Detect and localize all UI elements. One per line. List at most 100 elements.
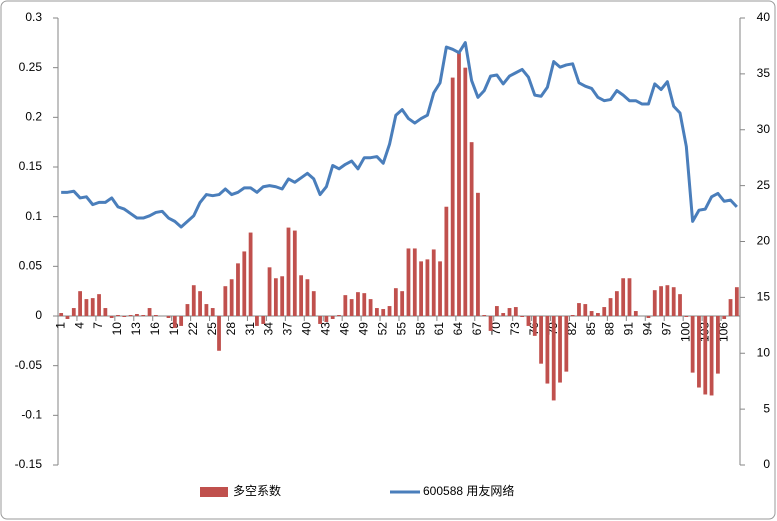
x-tick-label: 70 bbox=[489, 322, 503, 336]
bar bbox=[191, 285, 196, 316]
bar bbox=[198, 291, 202, 316]
bar bbox=[393, 288, 398, 316]
bar bbox=[558, 316, 562, 383]
x-tick-label: 82 bbox=[565, 322, 579, 336]
bar bbox=[678, 294, 682, 316]
bar bbox=[463, 67, 468, 317]
bar bbox=[210, 308, 215, 316]
y-tick-label: 0.3 bbox=[25, 10, 42, 24]
x-tick-label: 1 bbox=[53, 322, 67, 329]
bar bbox=[614, 291, 619, 316]
bar bbox=[172, 316, 177, 328]
bar bbox=[368, 299, 373, 316]
bar bbox=[305, 279, 310, 316]
bar bbox=[71, 308, 76, 316]
x-tick-label: 31 bbox=[243, 322, 257, 336]
bar bbox=[734, 287, 739, 316]
bar bbox=[97, 294, 101, 316]
bar bbox=[482, 315, 487, 316]
y-tick-label: -0.15 bbox=[15, 457, 43, 471]
legend-label: 600588 用友网络 bbox=[423, 483, 514, 498]
bar bbox=[621, 278, 626, 316]
x-tick-label: 40 bbox=[300, 322, 314, 336]
bar bbox=[577, 303, 581, 316]
bar bbox=[128, 315, 133, 316]
x-tick-label: 97 bbox=[660, 322, 674, 336]
bar bbox=[236, 263, 240, 316]
bar bbox=[375, 308, 379, 316]
bar bbox=[343, 295, 348, 316]
bar bbox=[362, 293, 367, 316]
bar bbox=[311, 291, 316, 316]
bar bbox=[356, 292, 360, 316]
y2-tick-label: 25 bbox=[757, 178, 771, 192]
bar bbox=[431, 249, 436, 316]
bar bbox=[450, 77, 455, 316]
bar bbox=[90, 298, 95, 316]
bar bbox=[135, 314, 139, 316]
x-tick-label: 19 bbox=[167, 322, 181, 336]
x-tick-label: 52 bbox=[375, 322, 389, 336]
bar bbox=[103, 308, 108, 316]
x-tick-label: 37 bbox=[281, 322, 295, 336]
bar bbox=[513, 307, 518, 316]
bar bbox=[646, 316, 651, 318]
bar bbox=[109, 316, 114, 318]
x-tick-label: 16 bbox=[148, 322, 162, 336]
bar bbox=[608, 298, 613, 316]
x-tick-label: 85 bbox=[584, 322, 598, 336]
bar bbox=[684, 316, 689, 317]
bar bbox=[659, 286, 663, 316]
bar bbox=[280, 276, 285, 316]
y-tick-label: 0.25 bbox=[19, 60, 43, 74]
bar bbox=[652, 290, 657, 316]
x-tick-label: 61 bbox=[432, 322, 446, 336]
bar bbox=[665, 285, 670, 316]
y2-tick-label: 10 bbox=[757, 345, 771, 359]
bar bbox=[671, 287, 676, 316]
bar bbox=[324, 316, 329, 322]
bar bbox=[381, 309, 386, 316]
x-tick-label: 10 bbox=[110, 322, 124, 336]
x-tick-label: 49 bbox=[356, 322, 370, 336]
x-tick-label: 88 bbox=[603, 322, 617, 336]
y-tick-label: 0 bbox=[35, 308, 42, 322]
bar bbox=[526, 316, 531, 326]
bar bbox=[267, 267, 272, 316]
bar bbox=[255, 316, 259, 326]
x-tick-label: 43 bbox=[319, 322, 333, 336]
x-tick-label: 91 bbox=[622, 322, 636, 336]
bar bbox=[532, 316, 537, 336]
y-tick-label: 0.2 bbox=[25, 110, 42, 124]
bar bbox=[709, 316, 714, 396]
bar bbox=[570, 315, 575, 316]
bar bbox=[596, 313, 600, 316]
x-tick-label: 34 bbox=[262, 322, 276, 336]
bar bbox=[476, 192, 480, 316]
bar bbox=[627, 278, 632, 316]
bar bbox=[116, 315, 120, 316]
bar bbox=[330, 316, 335, 319]
bar bbox=[633, 311, 638, 316]
bar bbox=[507, 308, 512, 316]
x-tick-label: 58 bbox=[413, 322, 427, 336]
y-tick-label: 0.15 bbox=[19, 159, 43, 173]
x-tick-label: 100 bbox=[678, 322, 692, 342]
x-tick-label: 55 bbox=[394, 322, 408, 336]
bar bbox=[488, 316, 493, 331]
bar bbox=[716, 316, 720, 374]
x-tick-label: 73 bbox=[508, 322, 522, 336]
y2-tick-label: 0 bbox=[763, 457, 770, 471]
x-tick-label: 46 bbox=[337, 322, 351, 336]
line bbox=[61, 41, 738, 229]
x-tick-label: 7 bbox=[91, 322, 105, 329]
bar bbox=[406, 248, 411, 316]
legend-swatch bbox=[200, 487, 228, 497]
bar bbox=[292, 230, 297, 316]
bar bbox=[299, 275, 304, 316]
bar bbox=[501, 313, 506, 316]
bar bbox=[728, 299, 733, 316]
x-tick-label: 13 bbox=[129, 322, 143, 336]
